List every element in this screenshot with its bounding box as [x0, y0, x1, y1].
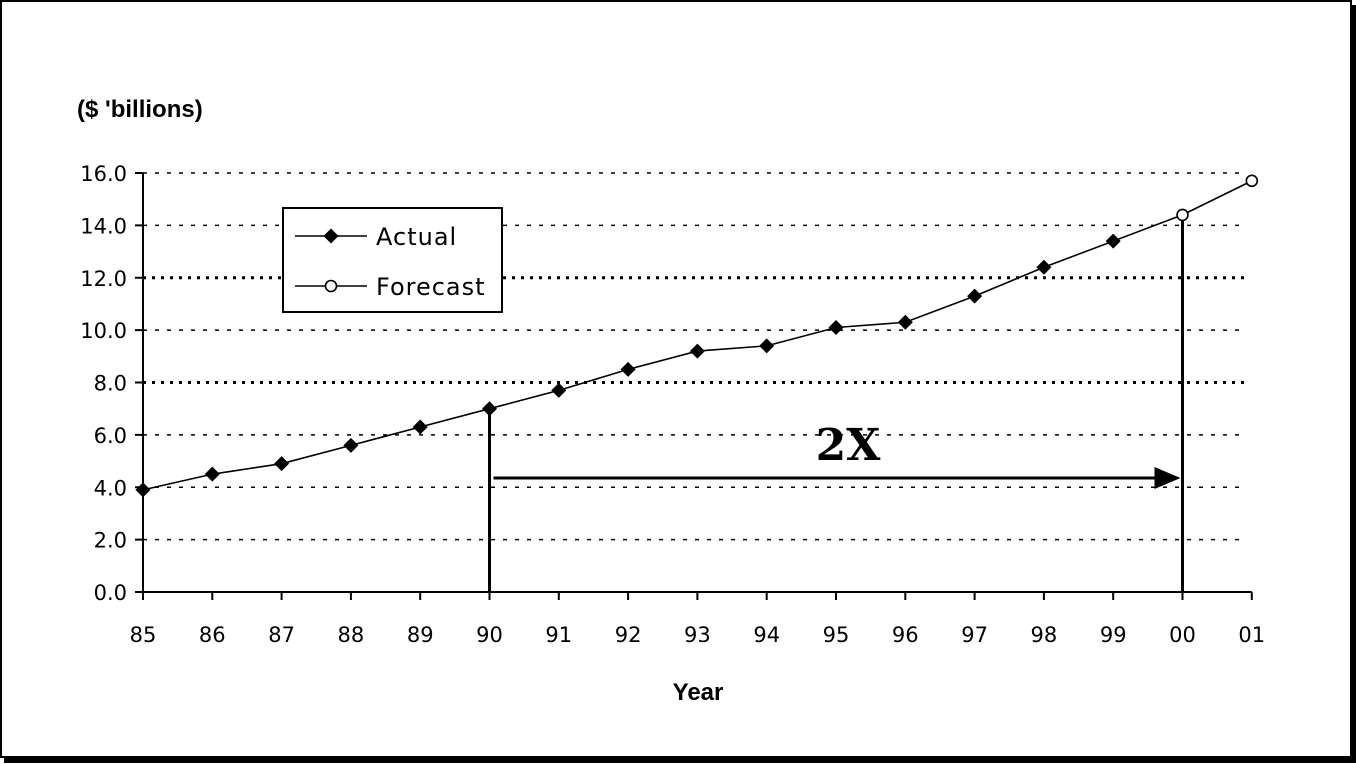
legend-box [282, 207, 503, 313]
annotation-arrowhead [1154, 467, 1181, 489]
data-point-actual [482, 401, 497, 417]
legend-marker-actual [323, 228, 339, 244]
y-tick-label: 4.0 [94, 476, 127, 500]
data-point-actual [551, 382, 567, 398]
y-axis-title: ($ 'billions) [77, 96, 203, 123]
x-tick-label: 97 [961, 623, 988, 647]
x-tick-label: 90 [476, 623, 503, 647]
x-tick-label: 01 [1238, 623, 1265, 647]
y-tick-label: 2.0 [94, 529, 127, 553]
data-point-actual [343, 437, 359, 453]
y-tick-labels: 0.0 2.0 4.0 6.0 8.0 10.0 12.0 14.0 16.0 [80, 162, 127, 605]
data-point-actual [689, 343, 705, 359]
data-point-forecast [1176, 208, 1189, 222]
x-tick-label: 99 [1100, 623, 1127, 647]
y-tick-label: 10.0 [80, 319, 127, 343]
legend-label-forecast: Forecast [376, 273, 486, 301]
data-point-actual [204, 466, 220, 482]
data-point-actual [828, 320, 844, 336]
data-point-actual [135, 482, 151, 498]
y-tick-label: 8.0 [94, 372, 127, 396]
doubling-annotation: 2X [488, 214, 1184, 592]
x-tick-label: 88 [338, 623, 365, 647]
data-point-actual [412, 419, 428, 435]
x-tick-label: 94 [753, 623, 780, 647]
y-tick-label: 12.0 [80, 267, 127, 291]
legend-label-actual: Actual [376, 223, 457, 251]
y-tick-label: 14.0 [80, 214, 127, 238]
data-point-forecast [1245, 174, 1259, 188]
x-tick-label: 93 [684, 623, 711, 647]
legend: Actual Forecast [282, 207, 503, 313]
annotation-label: 2X [816, 420, 882, 471]
x-tick-label: 91 [545, 623, 572, 647]
x-axis-title: Year [673, 679, 724, 706]
x-tick-label: 92 [615, 623, 642, 647]
data-point-actual [274, 456, 290, 472]
x-tick-label: 98 [1031, 623, 1058, 647]
series-layer [135, 174, 1259, 498]
y-tick-label: 0.0 [94, 581, 127, 605]
x-tick-label: 00 [1169, 623, 1196, 647]
y-tick-label: 16.0 [80, 162, 127, 186]
data-point-actual [620, 361, 636, 377]
y-tick-label: 6.0 [94, 424, 127, 448]
data-point-actual [1036, 259, 1052, 275]
x-tick-label: 87 [268, 623, 295, 647]
legend-marker-forecast [324, 279, 338, 293]
data-point-actual [897, 314, 913, 330]
x-tick-label: 85 [130, 623, 157, 647]
x-tick-label: 89 [407, 623, 434, 647]
x-tick-labels: 85 86 87 88 89 90 91 92 93 94 95 96 97 98 99 00 01 [130, 592, 1265, 647]
x-tick-label: 96 [892, 623, 919, 647]
x-tick-label: 86 [199, 623, 226, 647]
data-point-actual [967, 288, 983, 304]
data-point-actual [759, 338, 775, 354]
x-tick-label: 95 [823, 623, 850, 647]
